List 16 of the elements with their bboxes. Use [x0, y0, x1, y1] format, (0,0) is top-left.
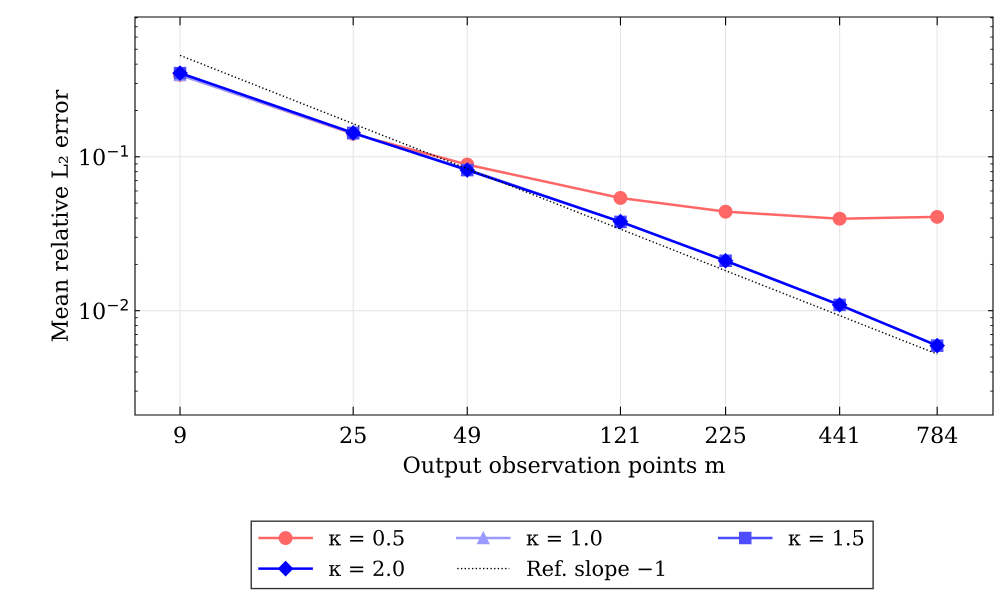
x-tick-label: 784 [918, 426, 958, 444]
y-tick-label: 10$^{−1}$ [80, 145, 128, 166]
legend-label: κ = 1.0 [526, 530, 602, 546]
x-tick-label: 49 [454, 426, 480, 444]
legend-label: κ = 2.0 [329, 560, 404, 576]
x-tick-label: 25 [340, 426, 366, 444]
x-tick-label: 225 [706, 426, 746, 444]
y-tick-label: 10$^{−2}$ [80, 298, 128, 320]
legend-label: κ = 0.5 [329, 530, 404, 546]
y-axis-title: Mean relative L₂ error [50, 90, 68, 342]
legend-label: κ = 1.5 [788, 530, 864, 546]
legend-label: Ref. slope −1 [527, 560, 664, 580]
x-axis-title: Output observation points m [404, 456, 725, 478]
x-tick-label: 441 [819, 426, 858, 443]
x-tick-label: 121 [602, 426, 638, 443]
x-tick-label: 9 [174, 426, 186, 444]
